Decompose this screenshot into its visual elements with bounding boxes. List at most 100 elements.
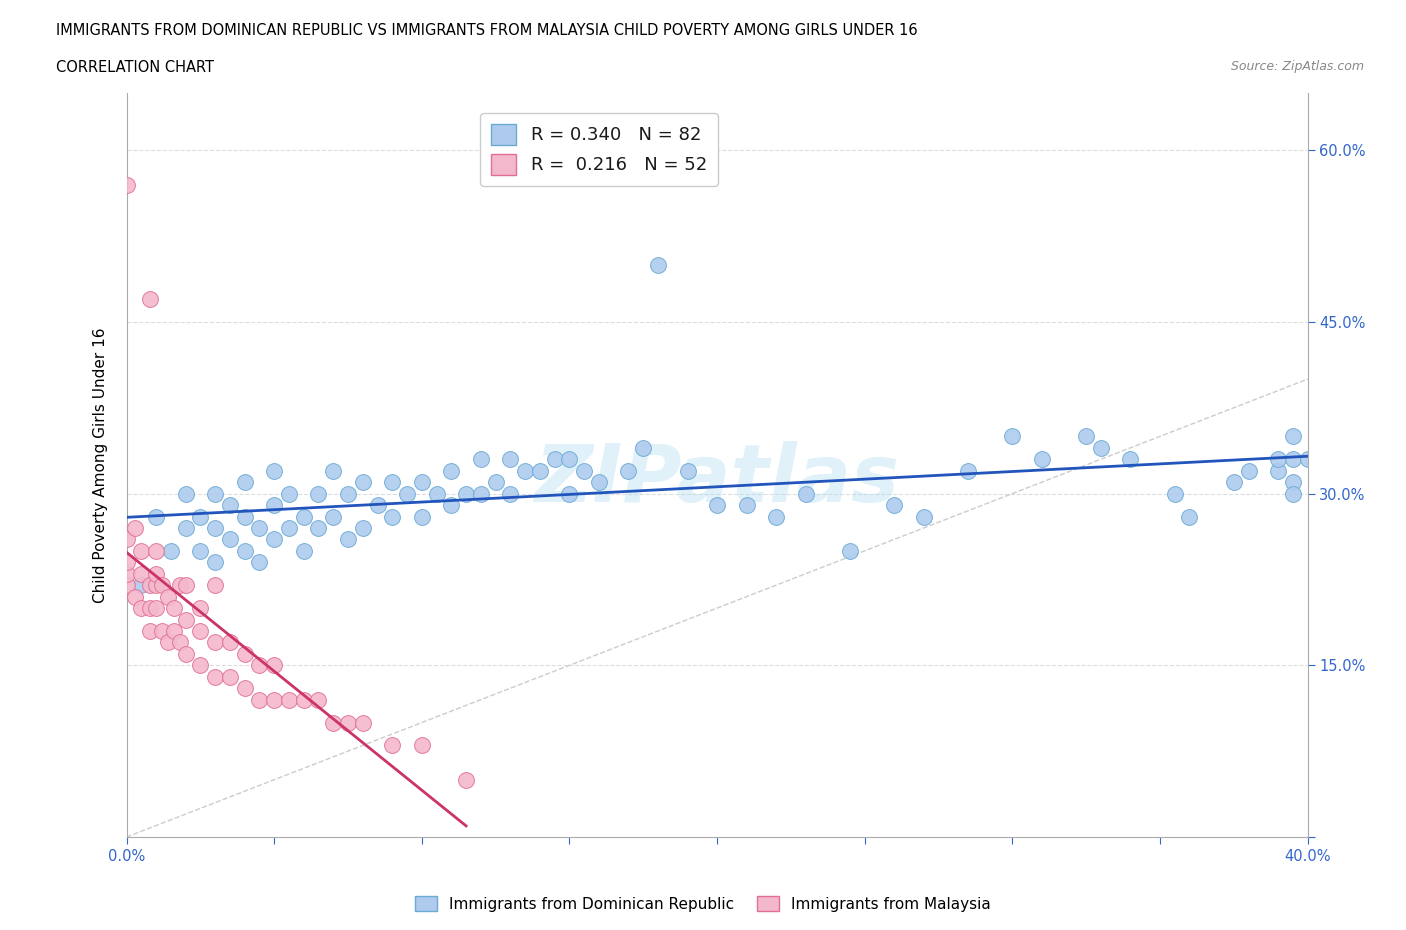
Point bbox=[174, 521, 197, 536]
Point bbox=[381, 474, 404, 489]
Point bbox=[115, 177, 138, 192]
Point bbox=[174, 486, 197, 501]
Point bbox=[188, 658, 211, 672]
Point bbox=[1164, 486, 1187, 501]
Point bbox=[1090, 441, 1112, 456]
Point bbox=[150, 623, 173, 638]
Point bbox=[278, 692, 301, 707]
Point bbox=[647, 258, 669, 272]
Point bbox=[529, 463, 551, 478]
Point bbox=[366, 498, 388, 512]
Point bbox=[1282, 429, 1305, 444]
Point bbox=[233, 474, 256, 489]
Point bbox=[352, 715, 374, 730]
Point bbox=[307, 521, 329, 536]
Point bbox=[307, 486, 329, 501]
Point bbox=[145, 601, 167, 616]
Point bbox=[145, 566, 167, 581]
Point bbox=[263, 463, 285, 478]
Point bbox=[204, 521, 226, 536]
Point bbox=[631, 441, 654, 456]
Point bbox=[188, 601, 211, 616]
Point bbox=[558, 452, 581, 467]
Point bbox=[169, 578, 191, 592]
Point bbox=[169, 635, 191, 650]
Y-axis label: Child Poverty Among Girls Under 16: Child Poverty Among Girls Under 16 bbox=[93, 327, 108, 603]
Point bbox=[499, 452, 522, 467]
Point bbox=[247, 521, 270, 536]
Point bbox=[150, 578, 173, 592]
Point bbox=[156, 590, 179, 604]
Point bbox=[188, 623, 211, 638]
Point bbox=[322, 509, 344, 524]
Point bbox=[706, 498, 728, 512]
Point bbox=[794, 486, 817, 501]
Point bbox=[219, 532, 242, 547]
Point bbox=[588, 474, 610, 489]
Point bbox=[381, 738, 404, 753]
Point bbox=[470, 452, 492, 467]
Point bbox=[188, 543, 211, 558]
Point bbox=[145, 543, 167, 558]
Point bbox=[425, 486, 447, 501]
Point bbox=[263, 498, 285, 512]
Point bbox=[124, 521, 146, 536]
Point bbox=[883, 498, 905, 512]
Point bbox=[163, 601, 186, 616]
Point bbox=[188, 509, 211, 524]
Point bbox=[174, 612, 197, 627]
Text: IMMIGRANTS FROM DOMINICAN REPUBLIC VS IMMIGRANTS FROM MALAYSIA CHILD POVERTY AMO: IMMIGRANTS FROM DOMINICAN REPUBLIC VS IM… bbox=[56, 23, 918, 38]
Point bbox=[129, 601, 153, 616]
Point bbox=[139, 601, 162, 616]
Point bbox=[765, 509, 787, 524]
Text: Source: ZipAtlas.com: Source: ZipAtlas.com bbox=[1230, 60, 1364, 73]
Point bbox=[139, 623, 162, 638]
Point bbox=[1282, 486, 1305, 501]
Point bbox=[956, 463, 979, 478]
Point bbox=[174, 646, 197, 661]
Point bbox=[278, 521, 301, 536]
Point bbox=[352, 474, 374, 489]
Point bbox=[1267, 463, 1289, 478]
Point bbox=[411, 474, 433, 489]
Point bbox=[156, 635, 179, 650]
Point bbox=[219, 635, 242, 650]
Point bbox=[233, 509, 256, 524]
Point bbox=[735, 498, 758, 512]
Point bbox=[381, 509, 404, 524]
Point bbox=[233, 646, 256, 661]
Point bbox=[1119, 452, 1142, 467]
Point bbox=[247, 692, 270, 707]
Point bbox=[263, 692, 285, 707]
Point bbox=[233, 681, 256, 696]
Point bbox=[115, 532, 138, 547]
Legend: Immigrants from Dominican Republic, Immigrants from Malaysia: Immigrants from Dominican Republic, Immi… bbox=[409, 889, 997, 918]
Point bbox=[1031, 452, 1053, 467]
Point bbox=[558, 486, 581, 501]
Point bbox=[515, 463, 537, 478]
Point bbox=[204, 555, 226, 570]
Point bbox=[292, 509, 315, 524]
Point bbox=[163, 623, 186, 638]
Point bbox=[411, 738, 433, 753]
Point bbox=[337, 532, 360, 547]
Point bbox=[129, 578, 153, 592]
Point bbox=[1076, 429, 1098, 444]
Point bbox=[129, 566, 153, 581]
Point bbox=[1178, 509, 1201, 524]
Point bbox=[1222, 474, 1246, 489]
Point bbox=[1282, 474, 1305, 489]
Point bbox=[139, 292, 162, 307]
Point bbox=[145, 509, 167, 524]
Point bbox=[838, 543, 860, 558]
Point bbox=[115, 578, 138, 592]
Point bbox=[440, 463, 463, 478]
Point bbox=[247, 555, 270, 570]
Point bbox=[454, 486, 477, 501]
Point bbox=[278, 486, 301, 501]
Point bbox=[263, 532, 285, 547]
Point bbox=[247, 658, 270, 672]
Point bbox=[411, 509, 433, 524]
Point bbox=[543, 452, 565, 467]
Point bbox=[1237, 463, 1260, 478]
